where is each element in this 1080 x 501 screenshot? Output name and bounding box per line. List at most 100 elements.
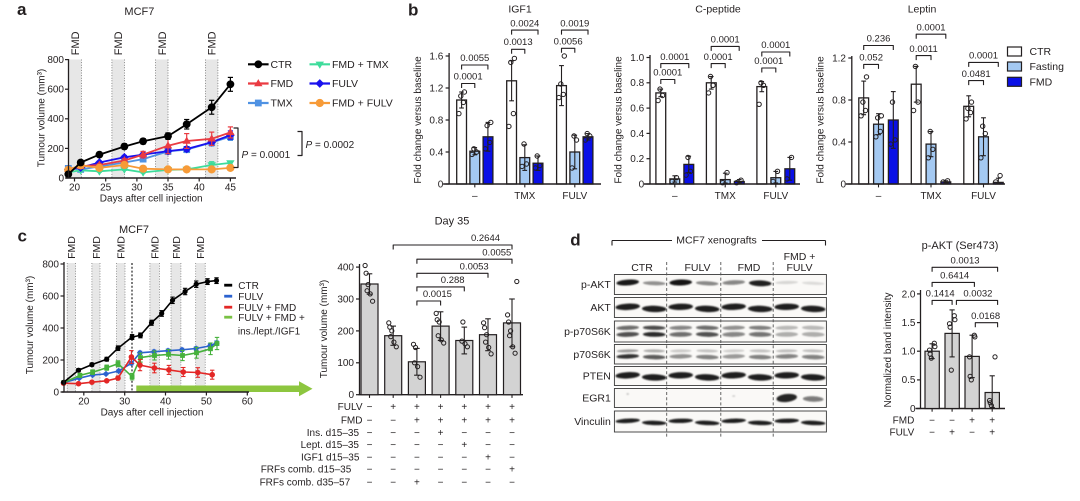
svg-text:FMD: FMD: [113, 31, 125, 55]
svg-text:–: –: [672, 191, 678, 202]
svg-text:–: –: [876, 191, 882, 202]
svg-text:FULV: FULV: [562, 191, 587, 202]
svg-text:−: −: [414, 465, 420, 476]
svg-text:+: +: [414, 478, 420, 489]
svg-text:+: +: [438, 402, 444, 413]
svg-text:Tumour volume (mm³): Tumour volume (mm³): [25, 276, 36, 375]
svg-text:0.0011: 0.0011: [909, 44, 937, 55]
svg-text:FMD: FMD: [70, 31, 82, 55]
svg-text:c: c: [17, 226, 26, 245]
svg-text:−: −: [438, 440, 444, 451]
svg-text:0.236: 0.236: [867, 34, 891, 45]
svg-text:+: +: [989, 416, 995, 427]
svg-text:0.8: 0.8: [630, 78, 644, 89]
svg-text:0.0056: 0.0056: [554, 36, 583, 47]
svg-text:P = 0.0002: P = 0.0002: [306, 140, 355, 151]
svg-text:FMD: FMD: [150, 236, 162, 259]
svg-text:0.0168: 0.0168: [971, 311, 1000, 322]
svg-text:FMD: FMD: [207, 31, 219, 55]
svg-text:−: −: [390, 428, 396, 439]
svg-text:800: 800: [42, 259, 59, 270]
svg-text:50: 50: [201, 397, 213, 408]
svg-text:−: −: [414, 428, 420, 439]
svg-text:0.0001: 0.0001: [916, 22, 945, 33]
svg-text:0.0001: 0.0001: [704, 52, 733, 63]
svg-text:0.2: 0.2: [630, 154, 644, 165]
svg-text:FMD +: FMD +: [784, 251, 816, 263]
svg-text:400: 400: [42, 323, 59, 334]
svg-text:800: 800: [47, 55, 64, 66]
svg-text:p-p70S6K: p-p70S6K: [564, 326, 611, 338]
svg-text:0: 0: [910, 404, 916, 415]
svg-text:25: 25: [100, 183, 112, 194]
svg-text:0.0015: 0.0015: [423, 289, 452, 300]
svg-text:30: 30: [131, 183, 143, 194]
svg-text:+: +: [414, 415, 420, 426]
svg-text:Days after cell injection: Days after cell injection: [100, 194, 203, 205]
svg-text:FULV: FULV: [684, 262, 710, 274]
svg-text:FULV: FULV: [763, 191, 788, 202]
svg-text:0.0481: 0.0481: [962, 69, 991, 80]
svg-text:+: +: [485, 415, 491, 426]
svg-text:FULV + FMD +: FULV + FMD +: [238, 313, 305, 324]
svg-text:+: +: [390, 402, 396, 413]
svg-text:−: −: [390, 452, 396, 463]
svg-text:+: +: [438, 428, 444, 439]
svg-text:−: −: [509, 428, 515, 439]
svg-text:−: −: [390, 465, 396, 476]
svg-text:CTR: CTR: [238, 281, 259, 292]
svg-text:FMD: FMD: [171, 236, 183, 259]
svg-text:0.0001: 0.0001: [660, 52, 689, 63]
svg-text:FMD + TMX: FMD + TMX: [332, 59, 389, 71]
svg-text:Fasting: Fasting: [1030, 61, 1065, 73]
svg-text:MCF7: MCF7: [124, 6, 154, 18]
svg-text:FMD: FMD: [66, 236, 78, 259]
svg-text:Fold change versus baseline: Fold change versus baseline: [413, 56, 424, 184]
svg-text:FULV + FMD: FULV + FMD: [238, 303, 296, 314]
svg-text:1.2: 1.2: [429, 83, 443, 94]
svg-text:−: −: [461, 465, 467, 476]
svg-text:Fold change versus baseline: Fold change versus baseline: [816, 56, 827, 184]
svg-text:+: +: [461, 415, 467, 426]
svg-text:+: +: [485, 402, 491, 413]
svg-text:Tumour volume (mm³): Tumour volume (mm³): [37, 69, 48, 168]
svg-text:Lept. d15–35: Lept. d15–35: [301, 440, 360, 451]
svg-text:+: +: [989, 428, 995, 439]
svg-text:0.0001: 0.0001: [761, 40, 790, 51]
svg-text:ins./lept./IGF1: ins./lept./IGF1: [238, 326, 301, 337]
svg-text:0.4: 0.4: [832, 137, 846, 148]
svg-text:FRFs comb. d15–35: FRFs comb. d15–35: [261, 465, 352, 476]
svg-text:20: 20: [69, 183, 81, 194]
svg-text:+: +: [969, 416, 975, 427]
svg-text:60: 60: [242, 397, 254, 408]
svg-text:EGR1: EGR1: [582, 393, 611, 405]
svg-text:PTEN: PTEN: [583, 371, 611, 383]
svg-text:−: −: [367, 452, 373, 463]
svg-text:FULV: FULV: [971, 191, 996, 202]
svg-text:P = 0.0001: P = 0.0001: [242, 150, 291, 161]
svg-text:+: +: [485, 452, 491, 463]
svg-text:FMD: FMD: [157, 31, 169, 55]
svg-text:0: 0: [53, 387, 59, 398]
svg-text:−: −: [485, 465, 491, 476]
svg-text:0.052: 0.052: [859, 53, 883, 64]
svg-text:−: −: [367, 478, 373, 489]
svg-text:Tumour volume (mm³): Tumour volume (mm³): [319, 280, 330, 379]
svg-text:−: −: [949, 416, 955, 427]
svg-text:400: 400: [337, 263, 354, 274]
svg-text:FULV: FULV: [238, 292, 263, 303]
svg-text:FMD: FMD: [91, 236, 103, 259]
svg-text:0.0001: 0.0001: [454, 72, 483, 83]
svg-text:FMD: FMD: [1030, 77, 1053, 89]
svg-text:−: −: [438, 452, 444, 463]
svg-text:FMD + FULV: FMD + FULV: [332, 98, 393, 110]
svg-text:FMD: FMD: [341, 415, 363, 426]
svg-text:TMX: TMX: [514, 191, 535, 202]
svg-text:0.0001: 0.0001: [754, 56, 783, 67]
svg-text:0.6414: 0.6414: [940, 271, 969, 282]
svg-text:1.5: 1.5: [902, 318, 916, 329]
svg-text:0: 0: [840, 179, 846, 190]
svg-text:−: −: [367, 440, 373, 451]
svg-text:40: 40: [194, 183, 206, 194]
svg-text:600: 600: [47, 85, 64, 96]
